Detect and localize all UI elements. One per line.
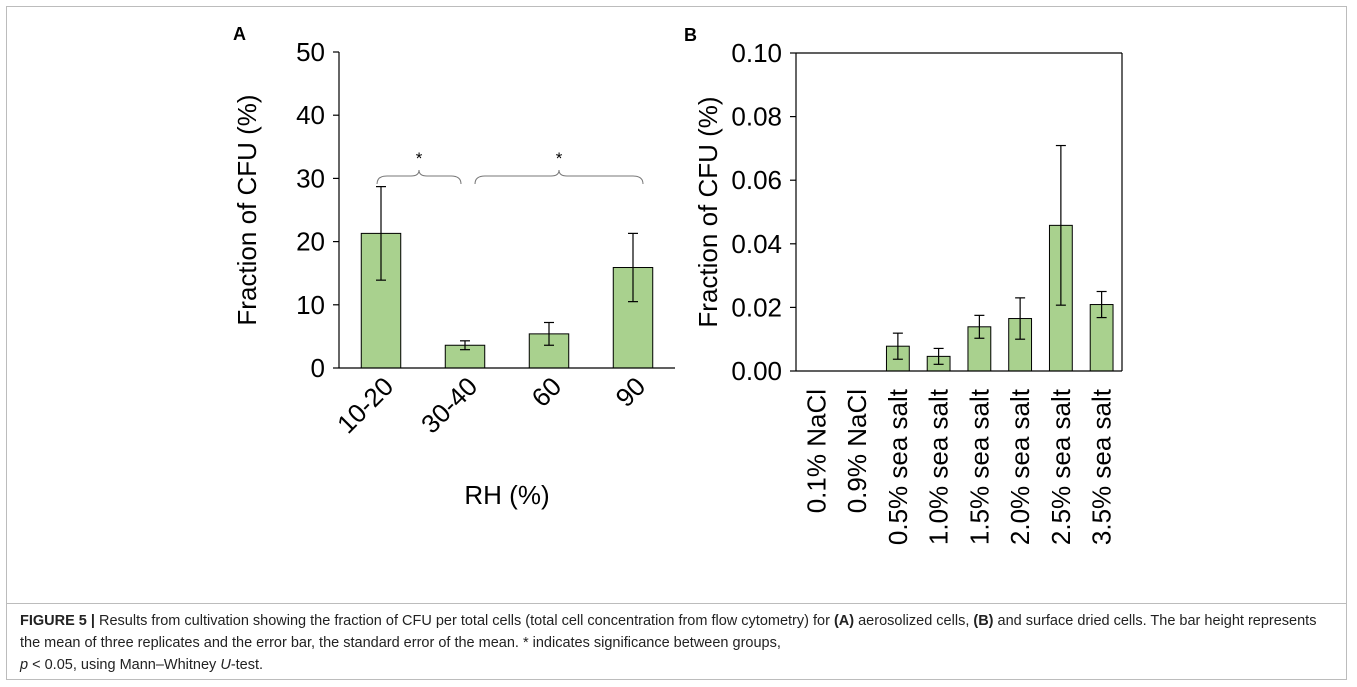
caption-ref-b: (B) [973, 613, 994, 629]
panel-b-chart: 0.00 0.02 0.04 0.06 0.08 0.10 0.1% NaCl 0.9% Na… [684, 25, 1123, 545]
caption-text-1: Results from cultivation showing the fra… [94, 613, 834, 629]
x-tick-label: 0.9% NaCl [842, 389, 872, 513]
x-tick-label: 30-40 [415, 371, 483, 439]
x-tick-label: 0.5% sea salt [883, 388, 913, 545]
y-tick-label: 40 [296, 100, 325, 130]
figure-caption: FIGURE 5 | Results from cultivation show… [20, 610, 1340, 676]
x-tick-label: 1.5% sea salt [964, 388, 994, 545]
x-tick-label: 3.5% sea salt [1087, 388, 1117, 545]
caption-text-2: aerosolized cells, [854, 613, 974, 629]
x-tick-label: 90 [610, 371, 652, 413]
y-axis-title: Fraction of CFU (%) [693, 96, 723, 327]
y-tick-label: 0.04 [731, 229, 782, 259]
y-tick-label: 0.00 [731, 356, 782, 386]
x-tick-label: 2.0% sea salt [1005, 388, 1035, 545]
x-tick-label: 2.5% sea salt [1046, 388, 1076, 545]
caption-text-4: < 0.05, using Mann–Whitney [28, 657, 221, 673]
y-tick-label: 30 [296, 163, 325, 193]
x-tick-label: 1.0% sea salt [924, 388, 954, 545]
y-tick-label: 0.10 [731, 38, 782, 68]
significance-bracket [474, 169, 644, 185]
panel-label: B [684, 25, 697, 45]
significance-bracket [376, 169, 462, 185]
panel-label: A [233, 24, 246, 44]
y-tick-label: 0.06 [731, 165, 782, 195]
x-tick-label: 10-20 [331, 371, 399, 439]
x-tick-label: 60 [526, 371, 568, 413]
caption-p: p [20, 657, 29, 673]
significance-star: * [416, 149, 423, 168]
caption-u: U [220, 657, 231, 673]
y-axis-title: Fraction of CFU (%) [232, 94, 262, 325]
x-axis-title: RH (%) [464, 480, 549, 510]
figure-charts: 0 10 20 30 40 50 10-20 30-40 60 90 Fraction of CFU… [232, 24, 1123, 545]
significance-star: * [556, 149, 563, 168]
y-tick-label: 0.08 [731, 102, 782, 132]
panel-a-chart: 0 10 20 30 40 50 10-20 30-40 60 90 Fraction of CFU… [232, 24, 675, 510]
x-tick-label: 0.1% NaCl [801, 389, 831, 513]
caption-ref-a: (A) [833, 613, 855, 629]
caption-label: FIGURE 5 | [20, 613, 95, 629]
y-tick-label: 10 [296, 290, 325, 320]
caption-text-3: and surface dried cells. The bar height … [20, 613, 1317, 651]
figure-frame [6, 6, 1347, 680]
y-tick-label: 0 [311, 353, 325, 383]
caption-text-5: -test. [230, 657, 264, 673]
y-tick-label: 0.02 [731, 292, 782, 322]
caption-divider [6, 603, 1347, 604]
y-tick-label: 50 [296, 37, 325, 67]
y-tick-label: 20 [296, 227, 325, 257]
